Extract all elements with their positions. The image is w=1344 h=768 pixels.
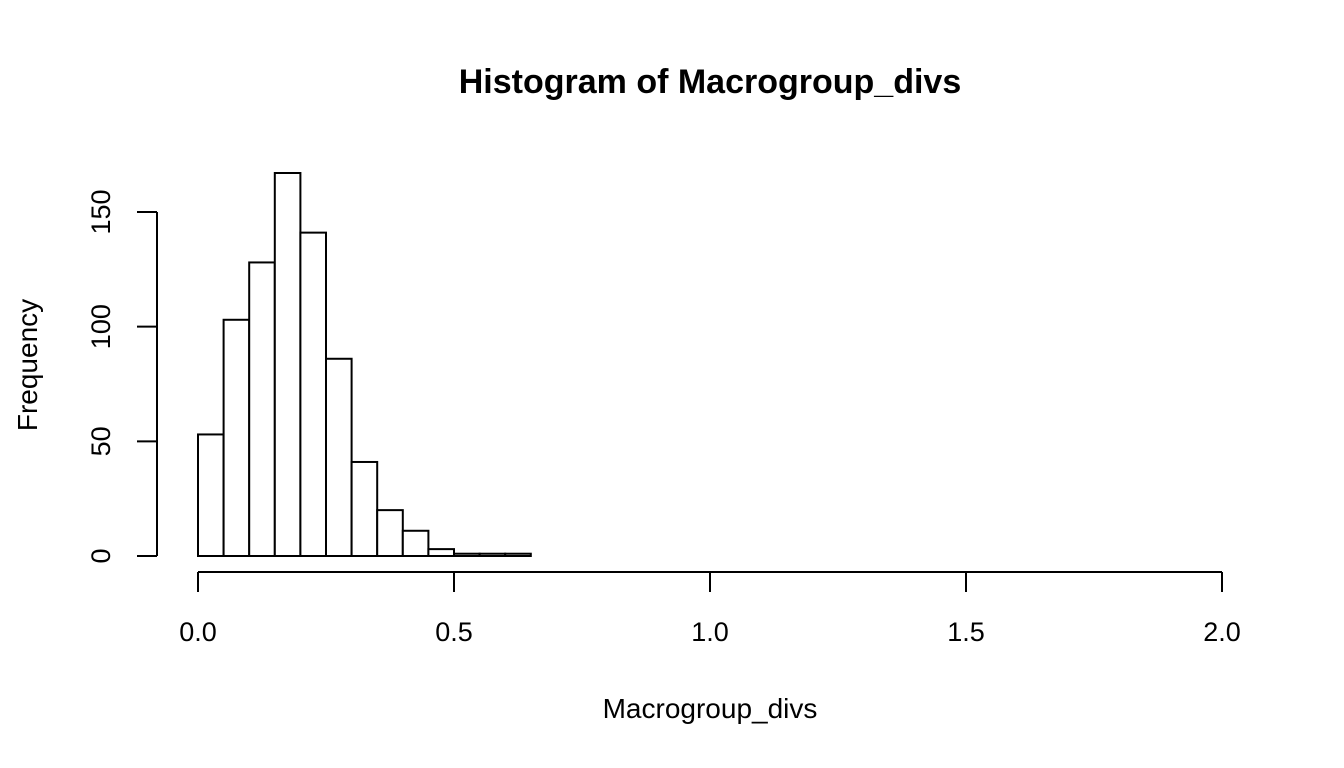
histogram-bar (427, 548, 455, 557)
y-tick-label: 50 (86, 426, 116, 456)
histogram-bar (478, 552, 507, 558)
x-tick-label: 0.0 (179, 617, 217, 647)
x-tick-label: 0.5 (435, 617, 473, 647)
histogram-bar (504, 552, 532, 558)
x-tick-label: 2.0 (1203, 617, 1241, 647)
x-tick-label: 1.5 (947, 617, 985, 647)
histogram-bar (248, 261, 276, 557)
histogram-bar (453, 552, 481, 558)
x-axis-label: Macrogroup_divs (603, 693, 818, 724)
histogram-bar (197, 433, 225, 557)
y-axis: 0 50 100 150 (86, 189, 158, 564)
histogram-bar (299, 231, 327, 557)
y-tick-label: 100 (86, 304, 116, 349)
x-axis: 0.0 0.5 1.0 1.5 2.0 (179, 571, 1241, 647)
y-axis-label: Frequency (12, 299, 43, 431)
y-tick-label: 0 (86, 548, 116, 563)
histogram-bar (401, 529, 430, 558)
histogram-bar (325, 357, 353, 558)
histogram-bars (197, 172, 532, 558)
histogram-bar (222, 318, 251, 557)
histogram-bar (376, 509, 404, 558)
histogram-bar (350, 460, 379, 557)
y-tick-label: 150 (86, 189, 116, 234)
histogram-bar (273, 172, 302, 557)
x-tick-label: 1.0 (691, 617, 729, 647)
chart-title: Histogram of Macrogroup_divs (459, 63, 962, 101)
